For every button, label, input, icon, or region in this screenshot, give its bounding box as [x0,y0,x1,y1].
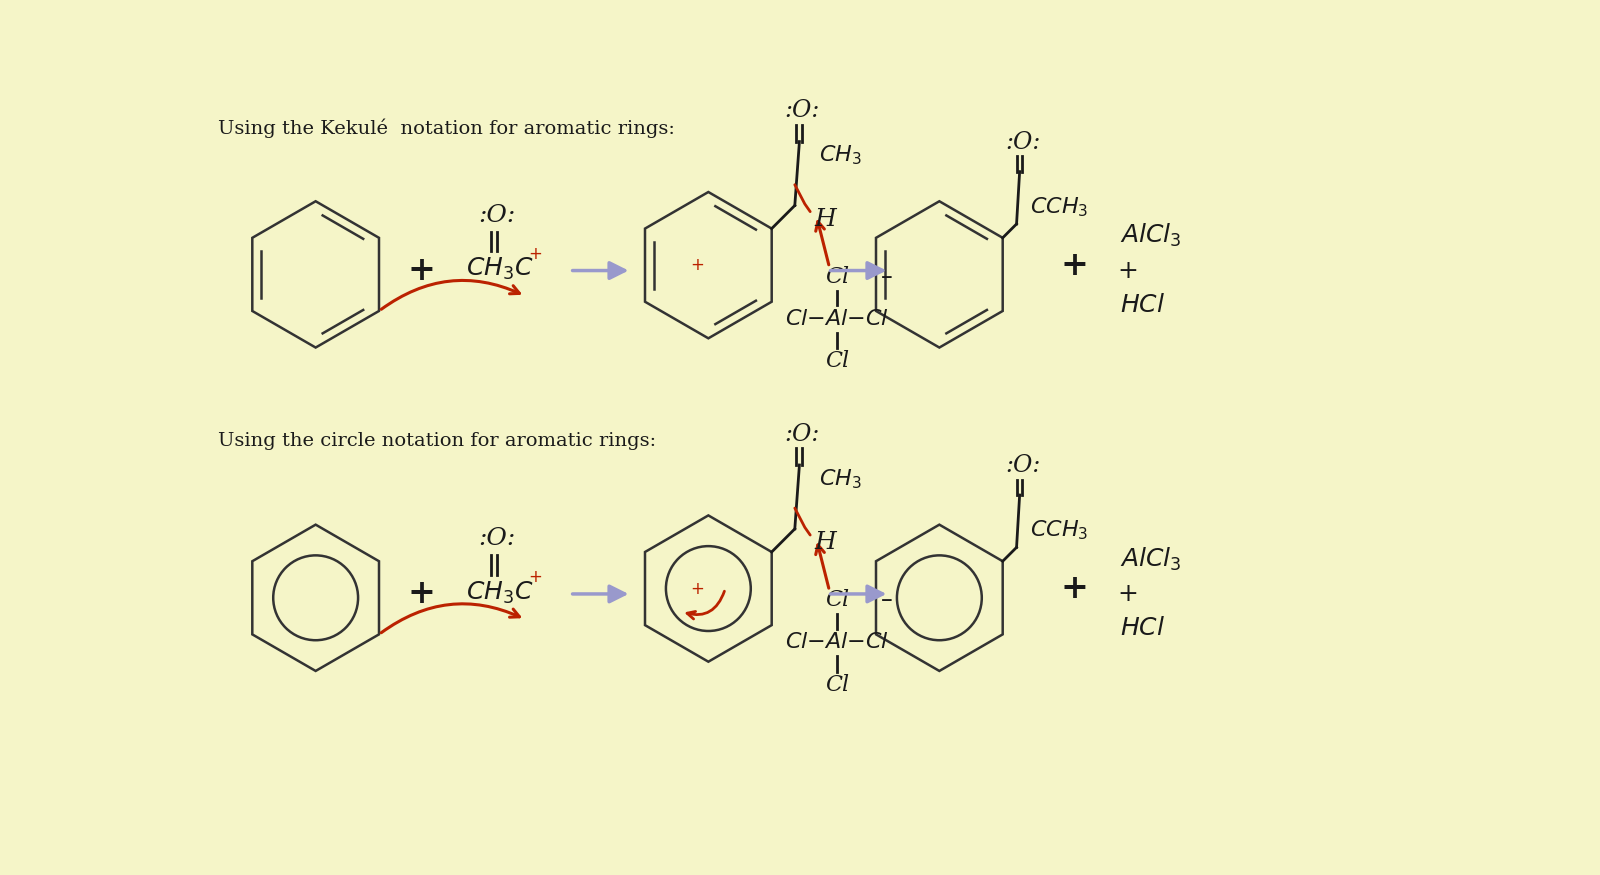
Text: :O:: :O: [1005,454,1040,477]
Text: $AlCl_3$: $AlCl_3$ [1120,222,1182,249]
Text: Cl: Cl [826,674,850,696]
Text: $CH_3$: $CH_3$ [819,144,862,167]
Text: +: + [1061,248,1088,282]
Text: Cl: Cl [826,350,850,373]
Text: $Cl{-}Al{-}Cl$: $Cl{-}Al{-}Cl$ [786,632,890,654]
Text: +: + [528,245,542,262]
Text: $AlCl_3$: $AlCl_3$ [1120,546,1182,573]
Text: $CCH_3$: $CCH_3$ [1030,195,1088,219]
Text: :O:: :O: [786,99,821,122]
Text: :O:: :O: [478,204,515,227]
FancyArrowPatch shape [686,592,725,619]
Text: +: + [408,254,435,287]
Text: +: + [690,579,704,598]
Text: $Cl{-}Al{-}Cl$: $Cl{-}Al{-}Cl$ [786,308,890,330]
Text: +: + [690,256,704,274]
Text: $HCl$: $HCl$ [1120,294,1165,317]
Text: +: + [1117,582,1139,606]
Text: Using the circle notation for aromatic rings:: Using the circle notation for aromatic r… [218,432,656,451]
Text: $HCl$: $HCl$ [1120,617,1165,640]
Text: –: – [882,265,893,289]
Text: +: + [408,578,435,611]
Text: H: H [814,531,837,554]
FancyArrowPatch shape [816,545,829,588]
Text: $CH_3C$: $CH_3C$ [466,255,533,282]
Text: :O:: :O: [1005,131,1040,154]
Text: +: + [528,568,542,586]
Text: H: H [814,208,837,231]
Text: Using the Kekulé  notation for aromatic rings:: Using the Kekulé notation for aromatic r… [218,118,675,138]
Text: +: + [1061,572,1088,605]
FancyArrowPatch shape [816,221,829,265]
FancyArrowPatch shape [381,604,520,633]
Text: $CH_3$: $CH_3$ [819,467,862,491]
Text: :O:: :O: [478,527,515,550]
Text: Cl: Cl [826,589,850,611]
Text: :O:: :O: [786,423,821,445]
Text: $CH_3C$: $CH_3C$ [466,579,533,605]
Text: –: – [882,588,893,612]
FancyArrowPatch shape [381,280,520,310]
Text: $CCH_3$: $CCH_3$ [1030,519,1088,542]
Text: +: + [1117,258,1139,283]
Text: Cl: Cl [826,266,850,288]
